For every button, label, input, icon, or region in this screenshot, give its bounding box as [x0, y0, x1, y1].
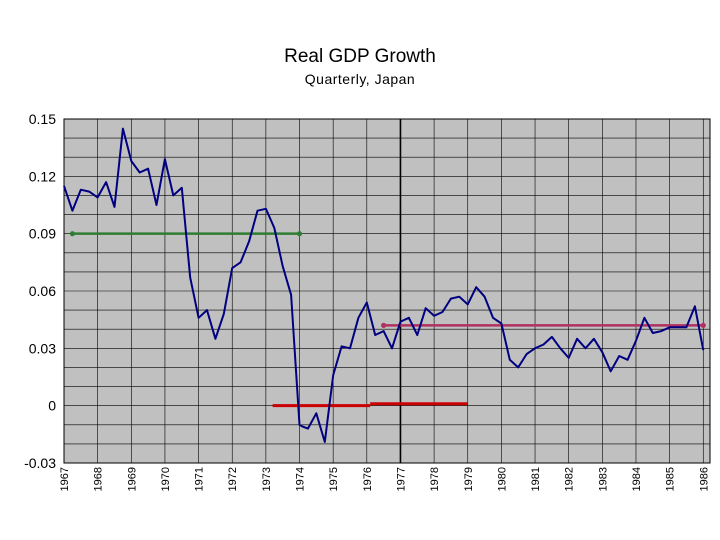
chart-title: Real GDP Growth: [284, 46, 436, 67]
x-tick-label: 1978: [429, 467, 441, 491]
x-tick-label: 1981: [530, 467, 542, 491]
y-tick-label: 0.15: [29, 111, 56, 127]
x-tick-label: 1967: [59, 467, 71, 491]
chart-subtitle: Quarterly, Japan: [304, 71, 416, 87]
x-tick-label: 1968: [93, 467, 105, 491]
y-tick-label: 0.09: [29, 226, 56, 242]
average-line-endpoint: [381, 322, 387, 328]
x-tick-label: 1970: [160, 467, 172, 491]
x-tick-label: 1982: [564, 467, 576, 491]
y-tick-label: 0.12: [29, 168, 56, 184]
x-tick-label: 1972: [227, 467, 239, 491]
x-tick-label: 1969: [126, 467, 138, 491]
x-tick-label: 1986: [698, 467, 710, 491]
x-tick-label: 1973: [261, 467, 273, 491]
x-tick-label: 1983: [597, 467, 609, 491]
average-line-endpoint: [296, 231, 303, 237]
x-tick-label: 1977: [395, 467, 407, 491]
x-tick-label: 1974: [295, 467, 307, 491]
x-tick-label: 1980: [496, 467, 508, 491]
y-tick-label: 0: [48, 398, 56, 414]
x-tick-label: 1976: [362, 467, 374, 491]
y-tick-label: 0.06: [29, 283, 56, 299]
x-tick-label: 1979: [463, 467, 475, 491]
average-line-endpoint: [700, 322, 706, 328]
x-tick-label: 1985: [665, 467, 677, 491]
x-tick-label: 1975: [328, 467, 340, 491]
y-tick-label: 0.03: [29, 340, 56, 356]
y-tick-label: -0.03: [24, 455, 56, 471]
x-tick-label: 1971: [194, 467, 206, 491]
x-tick-label: 1984: [631, 467, 643, 491]
average-line-endpoint: [69, 231, 76, 237]
series-line: [63, 127, 705, 443]
plot-frame: [63, 118, 711, 464]
